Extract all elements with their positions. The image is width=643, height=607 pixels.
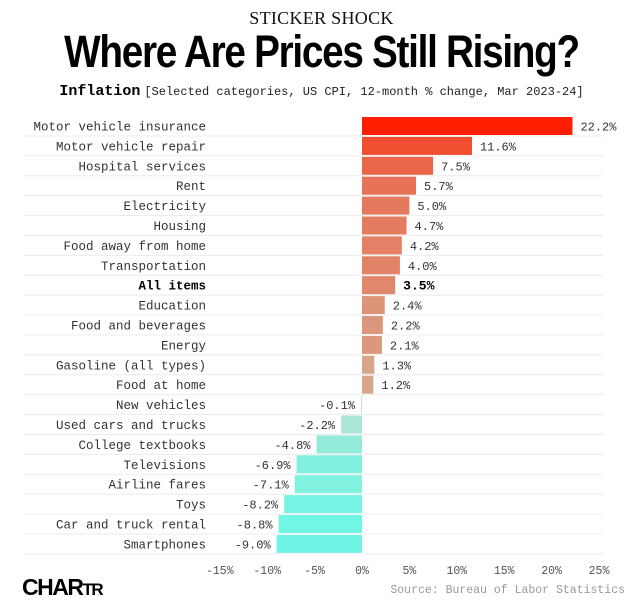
bar-food-away-from-home bbox=[362, 236, 402, 255]
x-tick-label: 25% bbox=[589, 565, 610, 578]
bar-education bbox=[362, 296, 385, 315]
category-label: All items bbox=[138, 280, 206, 294]
category-label: Education bbox=[138, 300, 206, 314]
category-label: Motor vehicle insurance bbox=[33, 121, 206, 135]
value-label: 2.4% bbox=[393, 300, 423, 314]
value-label: -8.2% bbox=[242, 499, 279, 513]
category-label: Food away from home bbox=[63, 240, 206, 254]
subtitle-bold: Inflation bbox=[59, 83, 141, 100]
bar-motor-vehicle-insurance bbox=[362, 117, 573, 135]
bar-housing bbox=[362, 216, 407, 235]
bars bbox=[276, 117, 573, 553]
category-label: Housing bbox=[153, 220, 206, 234]
category-label: College textbooks bbox=[78, 439, 206, 453]
value-label: 7.5% bbox=[441, 160, 471, 174]
category-label: Electricity bbox=[123, 200, 206, 214]
value-label: -6.9% bbox=[255, 459, 292, 473]
bar-toys bbox=[284, 495, 362, 514]
bar-car-and-truck-rental bbox=[278, 515, 362, 533]
bar-rent bbox=[362, 176, 417, 195]
x-tick-label: 20% bbox=[541, 565, 562, 578]
value-label: 3.5% bbox=[403, 279, 434, 294]
category-label: Food and beverages bbox=[71, 320, 206, 334]
x-tick-label: -10% bbox=[253, 565, 281, 578]
category-label: Food at home bbox=[116, 379, 206, 393]
bar-smartphones bbox=[276, 534, 362, 553]
bar-gasoline-all-types bbox=[362, 355, 375, 374]
category-label: Airline fares bbox=[108, 479, 206, 493]
value-label: 22.2% bbox=[580, 121, 617, 135]
chart-title: Where Are Prices Still Rising? bbox=[64, 26, 580, 77]
value-label: 1.2% bbox=[381, 379, 411, 393]
bar-electricity bbox=[362, 196, 410, 215]
value-label: 1.3% bbox=[382, 359, 412, 373]
x-axis-ticks: -15% -10% -5% 0% 5% 10% 15% 20% 25% bbox=[206, 565, 609, 578]
category-label: Televisions bbox=[123, 459, 206, 473]
bar-energy bbox=[362, 335, 382, 354]
value-label: 2.2% bbox=[391, 320, 421, 334]
value-label: 5.7% bbox=[424, 180, 454, 194]
subtitle-detail: [Selected categories, US CPI, 12-month %… bbox=[144, 85, 584, 99]
category-labels: Motor vehicle insurance Motor vehicle rep… bbox=[33, 121, 206, 553]
category-label: Hospital services bbox=[78, 160, 206, 174]
value-label: -4.8% bbox=[274, 439, 311, 453]
chart-subtitle: Inflation [Selected categories, US CPI, 1… bbox=[0, 83, 643, 100]
x-tick-label: -5% bbox=[304, 565, 325, 578]
bar-hospital-services bbox=[362, 156, 434, 175]
value-label: 5.0% bbox=[417, 200, 447, 214]
x-tick-label: 15% bbox=[494, 565, 515, 578]
bar-transportation bbox=[362, 256, 400, 275]
value-label: 4.0% bbox=[408, 260, 438, 274]
chartr-logo: CHARTR bbox=[22, 574, 104, 600]
value-labels: 22.2% 11.6% 7.5% 5.7% 5.0% 4.7% 4.2% 4.0% 3.5% 2.… bbox=[235, 121, 618, 553]
x-tick-label: 10% bbox=[446, 565, 467, 578]
bar-all-items bbox=[362, 276, 396, 295]
bar-food-and-beverages bbox=[362, 316, 383, 334]
source-note: Source: Bureau of Labor Statistics bbox=[390, 584, 625, 597]
value-label: -8.8% bbox=[237, 519, 274, 533]
category-label: Gasoline (all types) bbox=[56, 359, 206, 373]
x-tick-label: 5% bbox=[402, 565, 416, 578]
x-tick-label: 0% bbox=[355, 565, 369, 578]
value-label: -7.1% bbox=[253, 479, 290, 493]
category-label: Smartphones bbox=[123, 538, 206, 552]
bar-televisions bbox=[296, 455, 362, 474]
category-label: Used cars and trucks bbox=[56, 419, 206, 433]
value-label: 2.1% bbox=[390, 339, 420, 353]
category-label: Rent bbox=[176, 180, 206, 194]
bar-college-textbooks bbox=[316, 435, 362, 454]
value-label: 4.7% bbox=[415, 220, 445, 234]
value-label: 4.2% bbox=[410, 240, 440, 254]
gridlines bbox=[24, 135, 603, 555]
category-label: Toys bbox=[176, 499, 206, 513]
value-label: 11.6% bbox=[480, 140, 517, 154]
category-label: Energy bbox=[161, 339, 207, 353]
bar-airline-fares bbox=[294, 475, 362, 494]
category-label: Motor vehicle repair bbox=[56, 140, 206, 154]
value-label: -0.1% bbox=[319, 399, 356, 413]
bar-food-at-home bbox=[362, 375, 374, 394]
category-label: Transportation bbox=[101, 260, 206, 274]
bar-new-vehicles bbox=[361, 395, 362, 414]
bar-used-cars-and-trucks bbox=[341, 415, 362, 434]
value-label: -9.0% bbox=[235, 538, 272, 552]
bar-motor-vehicle-repair bbox=[362, 136, 472, 155]
value-label: -2.2% bbox=[299, 419, 336, 433]
category-label: New vehicles bbox=[116, 399, 206, 413]
chart-kicker: STICKER SHOCK bbox=[249, 8, 394, 28]
category-label: Car and truck rental bbox=[56, 519, 206, 533]
x-tick-label: -15% bbox=[206, 565, 234, 578]
